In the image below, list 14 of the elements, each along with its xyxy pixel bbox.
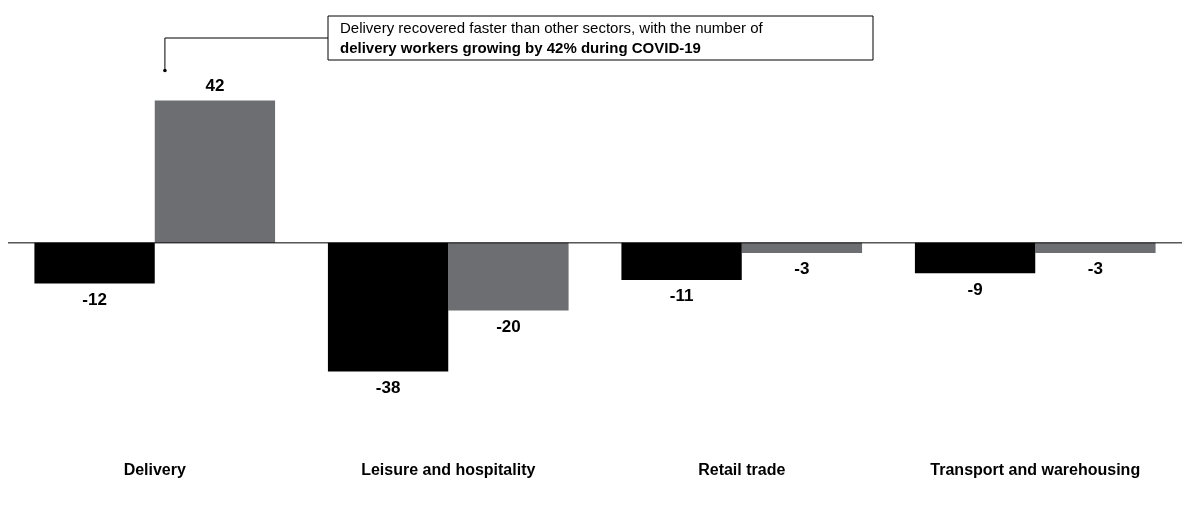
x-tick-label: Leisure and hospitality [361, 460, 536, 478]
x-tick-label: Transport and warehousing [930, 460, 1141, 478]
x-tick-label: Delivery [123, 460, 186, 478]
data-label: 42 [205, 75, 225, 95]
data-label: -12 [82, 289, 107, 309]
x-tick-label: Retail trade [698, 460, 786, 478]
data-label: -9 [967, 279, 983, 299]
data-label: -38 [375, 377, 401, 397]
data-label: -11 [669, 286, 694, 306]
text: delivery workers growing by 42% during COVID-19 [340, 39, 701, 57]
text: Delivery recovered faster than other sectors, with the number of [340, 19, 764, 37]
data-label: -3 [794, 259, 810, 279]
data-label: -3 [1087, 259, 1103, 279]
data-label: -20 [496, 316, 521, 336]
